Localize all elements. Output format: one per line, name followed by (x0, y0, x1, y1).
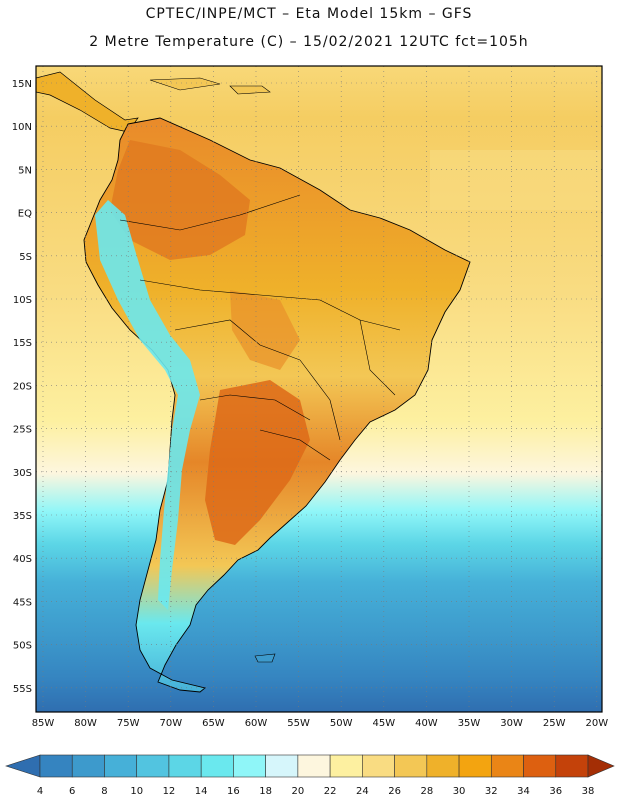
color-bar-swatch (168, 754, 202, 778)
lat-label: 15N (12, 79, 32, 90)
color-bar-label: 26 (388, 786, 401, 797)
color-bar-swatch (426, 754, 460, 778)
color-bar-label: 12 (163, 786, 176, 797)
color-bar-label: 36 (549, 786, 562, 797)
color-bar-label: 30 (453, 786, 466, 797)
color-bar-label: 38 (582, 786, 595, 797)
color-bar-swatch (394, 754, 428, 778)
color-bar-swatch (490, 754, 524, 778)
lat-label: 50S (13, 641, 32, 652)
lon-label: 40W (415, 718, 438, 729)
lon-label: 25W (543, 718, 566, 729)
color-bar-swatch (523, 754, 557, 778)
color-bar-swatch (555, 754, 589, 778)
color-bar-low-arrow (5, 754, 41, 778)
lat-label: 5N (18, 165, 32, 176)
lon-label: 35W (458, 718, 481, 729)
lon-label: 30W (500, 718, 523, 729)
lon-label: 50W (330, 718, 353, 729)
lon-label: 85W (32, 718, 55, 729)
lat-label: 10N (12, 122, 32, 133)
color-bar-swatch (329, 754, 363, 778)
lat-label: 30S (13, 468, 32, 479)
lon-label: 65W (202, 718, 225, 729)
color-bar-swatch (200, 754, 234, 778)
color-bar-label: 4 (37, 786, 43, 797)
lat-label: 25S (13, 425, 32, 436)
lon-label: 60W (245, 718, 268, 729)
lat-label: 20S (13, 381, 32, 392)
map-title-line-2: 2 Metre Temperature (C) – 15/02/2021 12U… (89, 34, 529, 50)
color-bar-swatch (458, 754, 492, 778)
lat-label: 35S (13, 511, 32, 522)
color-bar-swatch (297, 754, 331, 778)
color-bar-swatch (362, 754, 395, 778)
color-bar-label: 22 (324, 786, 337, 797)
color-bar-label: 34 (517, 786, 530, 797)
lat-label: 5S (19, 252, 32, 263)
color-bar-label: 14 (195, 786, 208, 797)
lat-label: 15S (13, 338, 32, 349)
lat-label: 55S (13, 684, 32, 695)
color-bar-swatch (39, 754, 73, 778)
color-bar-label: 18 (259, 786, 272, 797)
lon-label: 75W (117, 718, 140, 729)
color-bar-label: 28 (420, 786, 433, 797)
temperature-color-bar: 4 6 8 10 12 14 16 18 20 22 24 26 28 30 32 34 36 38 (5, 754, 615, 797)
andes-cold-zone (95, 200, 200, 610)
lat-label: 45S (13, 597, 32, 608)
color-bar-label: 10 (130, 786, 143, 797)
lat-label: EQ (18, 209, 32, 220)
color-bar-label: 24 (356, 786, 369, 797)
color-bar-label: 20 (292, 786, 305, 797)
color-bar-label: 6 (69, 786, 75, 797)
color-bar-high-arrow (587, 754, 615, 778)
color-bar-label: 16 (227, 786, 240, 797)
color-bar-swatch (265, 754, 299, 778)
color-bar-swatch (104, 754, 138, 778)
color-bar-label: 32 (485, 786, 498, 797)
lon-label: 45W (372, 718, 395, 729)
lon-label: 55W (287, 718, 310, 729)
lat-label: 10S (13, 295, 32, 306)
lat-label: 40S (13, 554, 32, 565)
lon-label: 70W (159, 718, 182, 729)
color-bar-swatch (233, 754, 266, 778)
map-title-line-1: CPTEC/INPE/MCT – Eta Model 15km – GFS (145, 6, 473, 22)
lon-label: 20W (585, 718, 608, 729)
lon-label: 80W (74, 718, 97, 729)
color-bar-swatch (71, 754, 105, 778)
color-bar-label: 8 (101, 786, 107, 797)
color-bar-swatch (136, 754, 170, 778)
map-frame (35, 65, 603, 713)
